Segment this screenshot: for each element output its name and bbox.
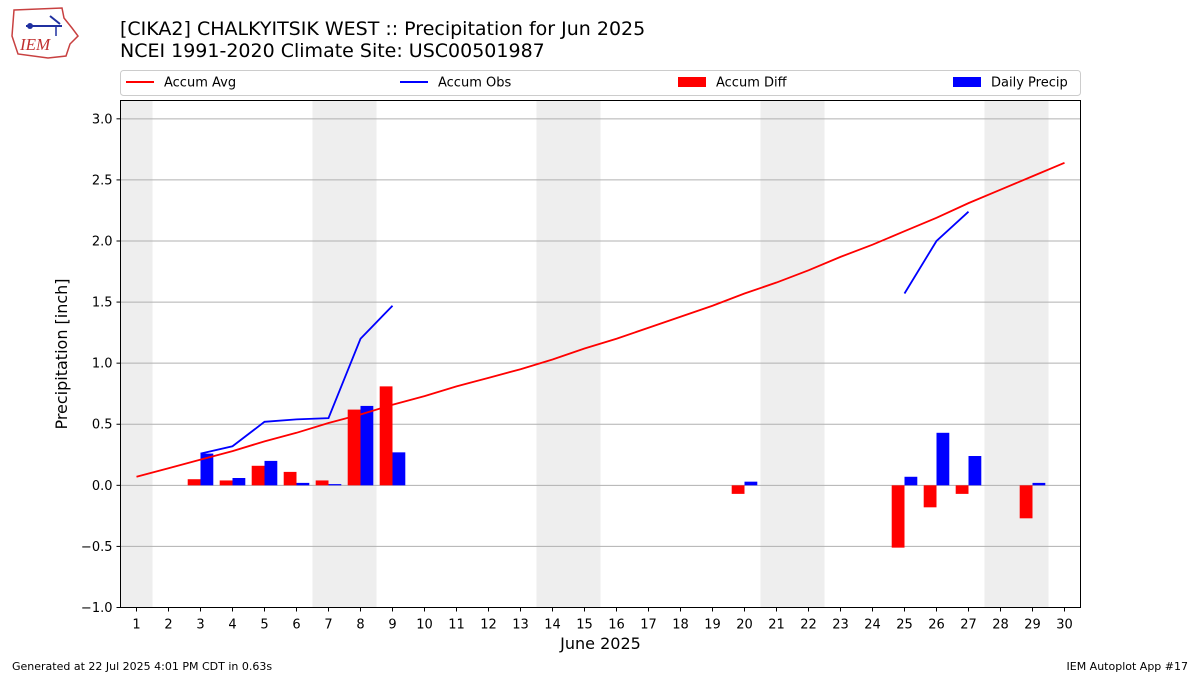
accum-diff-bar (315, 480, 329, 486)
daily-precip-bar (1032, 482, 1046, 486)
daily-precip-bar (296, 482, 310, 486)
x-tick-label: 29 (1024, 618, 1041, 633)
x-tick-label: 13 (512, 618, 529, 633)
daily-precip-bar (744, 481, 758, 486)
daily-precip-bar (904, 476, 918, 486)
chart-subtitle: NCEI 1991-2020 Climate Site: USC00501987 (120, 40, 545, 62)
accum-diff-bar (923, 485, 937, 508)
y-tick-label: 0.5 (92, 418, 113, 433)
x-tick-label: 23 (832, 618, 849, 633)
x-tick-label: 21 (768, 618, 785, 633)
x-tick-label: 24 (864, 618, 881, 633)
legend-accum-obs-label: Accum Obs (438, 76, 511, 91)
x-tick-label: 8 (356, 618, 364, 633)
y-tick-label: 0.0 (92, 479, 113, 494)
y-tick-label: −0.5 (81, 540, 113, 555)
x-tick-label: 18 (672, 618, 689, 633)
weekend-band (312, 100, 377, 608)
x-tick-label: 19 (704, 618, 721, 633)
daily-precip-bar (936, 432, 950, 486)
logo-text: IEM (19, 35, 51, 54)
y-tick-label: 1.0 (92, 357, 113, 372)
legend-daily-precip-label: Daily Precip (991, 76, 1068, 91)
x-tick-label: 11 (448, 618, 465, 633)
accum-diff-bar (379, 386, 393, 486)
x-tick-label: 26 (928, 618, 945, 633)
weekend-band (760, 100, 825, 608)
daily-precip-bar (328, 484, 342, 486)
daily-precip-bar (232, 478, 246, 486)
accum-diff-bar (731, 485, 745, 494)
x-tick-label: 12 (480, 618, 497, 633)
accum-diff-bar (1019, 485, 1033, 519)
x-tick-label: 7 (324, 618, 332, 633)
x-tick-label: 15 (576, 618, 593, 633)
y-tick-label: 2.0 (92, 234, 113, 249)
accum-diff-bar (187, 479, 201, 486)
x-tick-label: 4 (228, 618, 236, 633)
chart-title: [CIKA2] CHALKYITSIK WEST :: Precipitatio… (120, 18, 646, 40)
x-axis-label: June 2025 (559, 634, 641, 653)
accum-diff-bar (251, 465, 265, 486)
legend-daily-precip-swatch (953, 77, 981, 87)
x-tick-label: 25 (896, 618, 913, 633)
legend-accum-avg-label: Accum Avg (164, 76, 236, 91)
legend-box (120, 70, 1081, 96)
accum-diff-bar (347, 409, 361, 486)
x-tick-label: 3 (196, 618, 204, 633)
y-tick-label: 2.5 (92, 173, 113, 188)
x-tick-label: 27 (960, 618, 977, 633)
x-tick-label: 20 (736, 618, 753, 633)
daily-precip-bar (200, 453, 214, 486)
x-tick-label: 28 (992, 618, 1009, 633)
weekend-band (984, 100, 1049, 608)
accum-avg-line (136, 161, 1065, 478)
daily-precip-bar (968, 456, 982, 486)
accum-diff-bar (219, 480, 233, 486)
legend-accum-diff-label: Accum Diff (716, 76, 788, 91)
accum-diff-bar (891, 485, 905, 548)
x-tick-label: 30 (1056, 618, 1073, 633)
daily-precip-bar (264, 460, 278, 486)
generated-note: Generated at 22 Jul 2025 4:01 PM CDT in … (12, 660, 273, 673)
accum-obs-line (200, 305, 394, 455)
x-tick-label: 17 (640, 618, 657, 633)
daily-precip-bar (392, 452, 406, 486)
plot-frame (120, 100, 1081, 608)
accum-diff-bar (955, 485, 969, 494)
accum-diff-bar (283, 471, 297, 486)
legend-accum-diff-swatch (678, 77, 706, 87)
x-tick-label: 5 (260, 618, 268, 633)
x-tick-label: 10 (416, 618, 433, 633)
x-tick-label: 1 (132, 618, 140, 633)
app-label: IEM Autoplot App #17 (1066, 660, 1189, 673)
iem-logo: IEM (11, 7, 79, 59)
weekend-band (120, 100, 153, 608)
daily-precip-bar (360, 405, 374, 486)
y-axis-label: Precipitation [inch] (52, 278, 71, 429)
x-tick-label: 2 (164, 618, 172, 633)
x-tick-label: 14 (544, 618, 561, 633)
accum-obs-line (903, 211, 970, 294)
x-tick-label: 6 (292, 618, 300, 633)
y-tick-label: 3.0 (92, 112, 113, 127)
x-tick-label: 9 (388, 618, 396, 633)
x-tick-label: 16 (608, 618, 625, 633)
x-tick-label: 22 (800, 618, 817, 633)
y-tick-label: 1.5 (92, 296, 113, 311)
y-tick-label: −1.0 (81, 601, 113, 616)
